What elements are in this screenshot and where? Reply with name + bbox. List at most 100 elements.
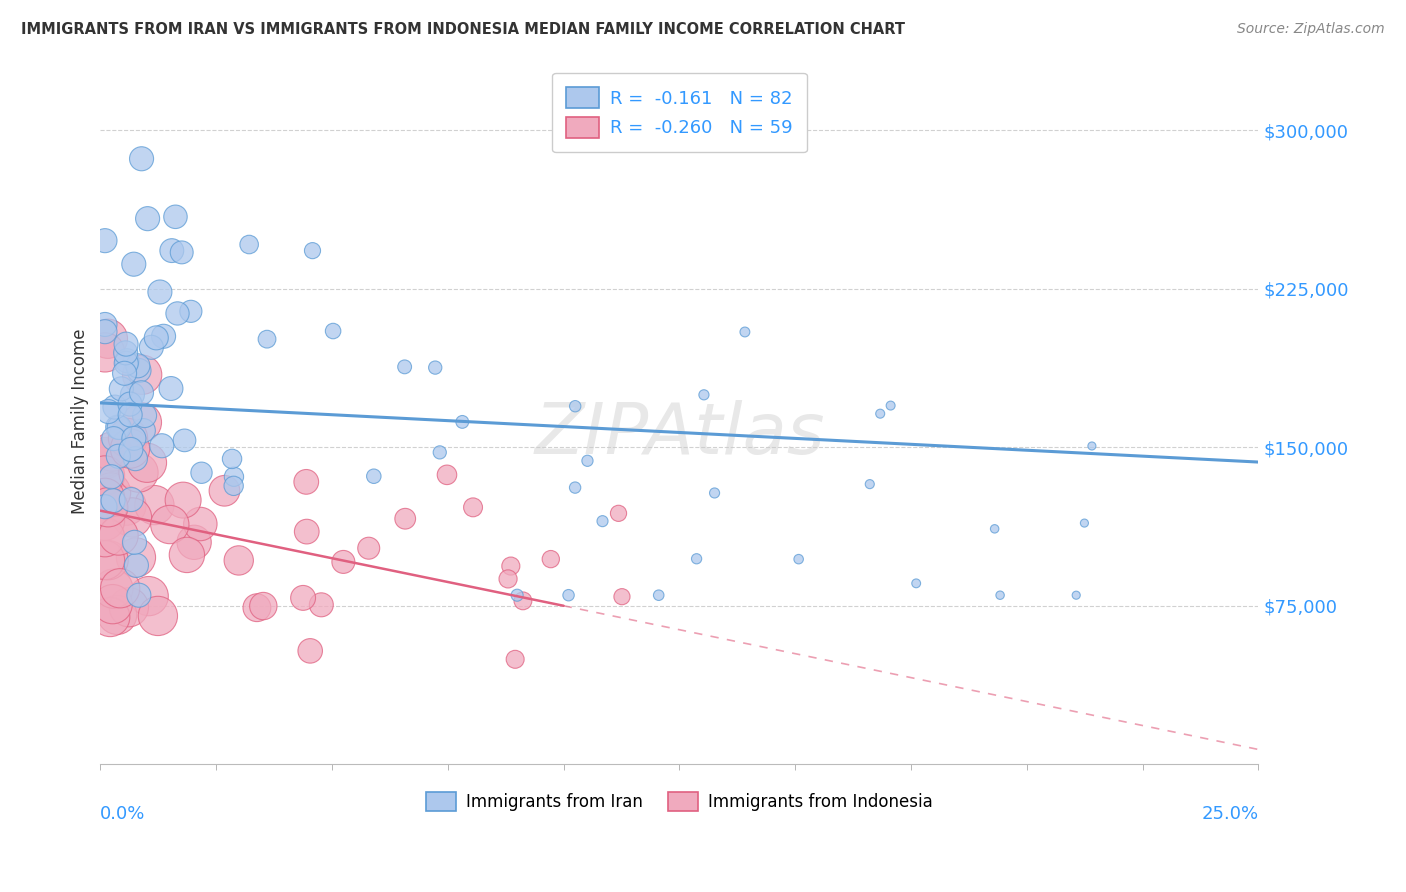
- Point: [648, 588, 671, 602]
- Point: [145, 331, 167, 345]
- Point: [685, 551, 707, 566]
- Point: [94, 450, 117, 465]
- Point: [141, 340, 163, 354]
- Point: [96, 500, 118, 515]
- Point: [238, 237, 260, 252]
- Point: [101, 493, 124, 508]
- Point: [170, 245, 193, 260]
- Point: [120, 442, 142, 457]
- Point: [222, 479, 245, 493]
- Point: [859, 477, 882, 491]
- Point: [127, 359, 149, 373]
- Point: [693, 388, 716, 402]
- Point: [94, 325, 117, 339]
- Point: [125, 558, 148, 573]
- Point: [159, 517, 181, 532]
- Point: [131, 385, 153, 400]
- Point: [118, 442, 141, 456]
- Point: [107, 528, 129, 542]
- Point: [132, 424, 155, 438]
- Point: [115, 499, 138, 513]
- Point: [190, 466, 212, 480]
- Point: [114, 346, 136, 360]
- Point: [121, 387, 143, 401]
- Point: [108, 581, 131, 595]
- Point: [94, 452, 117, 467]
- Point: [1064, 588, 1087, 602]
- Point: [451, 415, 474, 429]
- Point: [703, 486, 725, 500]
- Point: [301, 244, 323, 258]
- Point: [322, 324, 344, 338]
- Point: [394, 512, 416, 526]
- Point: [503, 652, 526, 666]
- Point: [222, 469, 245, 483]
- Point: [94, 234, 117, 248]
- Point: [136, 211, 159, 226]
- Point: [166, 306, 188, 320]
- Point: [557, 588, 579, 602]
- Point: [461, 500, 484, 515]
- Point: [117, 431, 139, 445]
- Point: [576, 454, 599, 468]
- Point: [128, 363, 150, 377]
- Point: [128, 588, 150, 602]
- Point: [122, 257, 145, 271]
- Text: IMMIGRANTS FROM IRAN VS IMMIGRANTS FROM INDONESIA MEDIAN FAMILY INCOME CORRELATI: IMMIGRANTS FROM IRAN VS IMMIGRANTS FROM …: [21, 22, 905, 37]
- Point: [97, 404, 120, 418]
- Point: [100, 485, 122, 500]
- Point: [150, 439, 173, 453]
- Point: [107, 450, 129, 464]
- Point: [540, 552, 562, 566]
- Point: [905, 576, 928, 591]
- Text: ZIPAtlas: ZIPAtlas: [534, 401, 825, 469]
- Point: [94, 530, 117, 544]
- Text: 25.0%: 25.0%: [1201, 805, 1258, 823]
- Point: [988, 588, 1011, 602]
- Point: [94, 345, 117, 359]
- Point: [97, 500, 120, 515]
- Point: [564, 399, 586, 413]
- Point: [94, 491, 117, 505]
- Point: [122, 431, 145, 445]
- Point: [131, 152, 153, 166]
- Point: [149, 285, 172, 299]
- Point: [94, 318, 117, 332]
- Point: [176, 548, 198, 562]
- Point: [115, 356, 138, 370]
- Point: [152, 329, 174, 343]
- Point: [228, 553, 250, 567]
- Point: [256, 332, 278, 346]
- Point: [425, 360, 447, 375]
- Point: [214, 483, 236, 498]
- Point: [610, 590, 633, 604]
- Point: [124, 451, 146, 466]
- Point: [734, 325, 756, 339]
- Point: [100, 470, 122, 484]
- Point: [136, 456, 159, 470]
- Point: [172, 493, 194, 508]
- Point: [429, 445, 451, 459]
- Point: [131, 368, 153, 382]
- Point: [512, 594, 534, 608]
- Point: [496, 572, 519, 586]
- Point: [94, 514, 117, 528]
- Point: [983, 522, 1005, 536]
- Point: [103, 582, 125, 596]
- Point: [131, 416, 153, 430]
- Point: [143, 498, 166, 512]
- Point: [94, 500, 117, 514]
- Point: [311, 598, 333, 612]
- Point: [363, 469, 385, 483]
- Point: [101, 597, 124, 611]
- Point: [114, 366, 136, 380]
- Point: [506, 588, 529, 602]
- Point: [108, 420, 131, 434]
- Point: [118, 600, 141, 615]
- Point: [165, 210, 187, 224]
- Point: [180, 304, 202, 318]
- Y-axis label: Median Family Income: Median Family Income: [72, 328, 89, 514]
- Point: [394, 359, 416, 374]
- Point: [134, 409, 156, 423]
- Point: [115, 353, 138, 368]
